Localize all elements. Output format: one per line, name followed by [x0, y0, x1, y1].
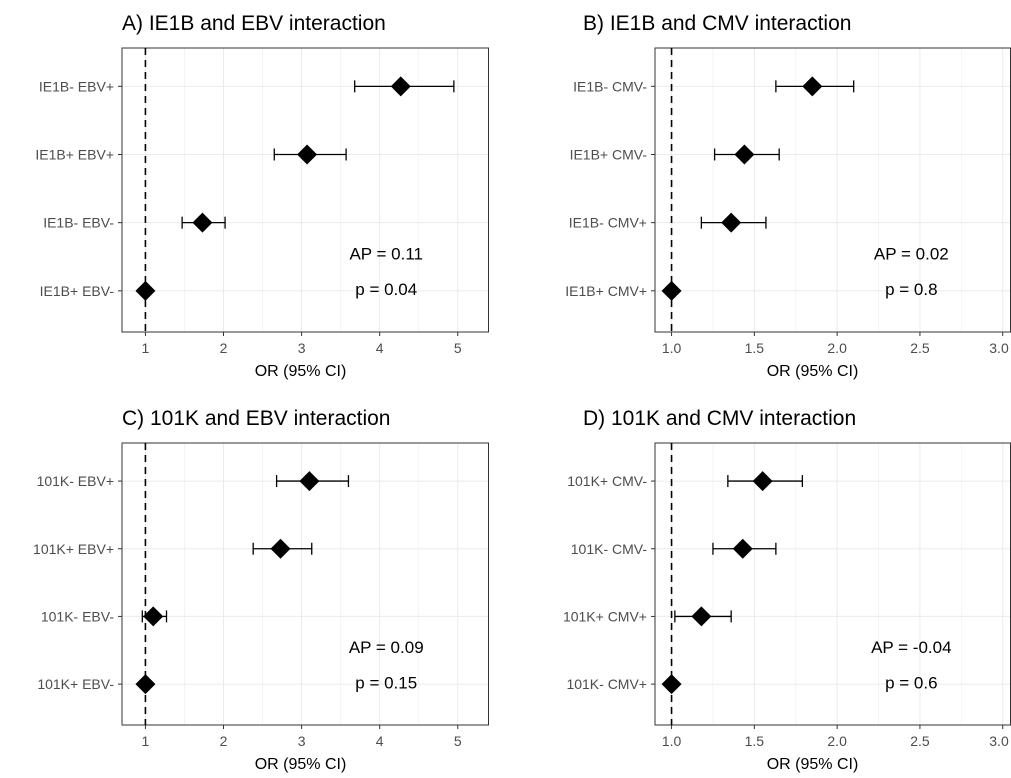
p-value-annotation: p = 0.8	[885, 280, 937, 299]
y-tick-label: 101K+ CMV+	[563, 608, 647, 624]
y-tick-label: IE1B+ EBV+	[35, 147, 114, 163]
panel-border	[654, 442, 1011, 726]
odds-ratio-point	[390, 76, 411, 97]
x-tick-label: 1	[142, 340, 150, 356]
x-tick-label: 4	[376, 733, 384, 749]
x-tick-label: 2	[220, 733, 228, 749]
ap-annotation: AP = 0.02	[874, 245, 949, 264]
x-tick-label: 3.0	[989, 340, 1009, 356]
x-axis-label: OR (95% CI)	[767, 363, 859, 380]
x-tick-label: 2.0	[827, 340, 847, 356]
x-tick-label: 3.0	[989, 733, 1009, 749]
x-tick-label: 1.5	[745, 340, 765, 356]
odds-ratio-point	[661, 280, 682, 301]
y-tick-label: IE1B- EBV+	[39, 78, 114, 94]
panel-border	[121, 442, 489, 726]
x-tick-label: 2	[220, 340, 228, 356]
x-axis-label: OR (95% CI)	[255, 756, 347, 773]
panel-title: C) 101K and EBV interaction	[122, 407, 391, 430]
y-tick-label: IE1B- CMV+	[569, 215, 647, 231]
x-tick-label: 2.0	[827, 733, 847, 749]
panel-2: B) IE1B and CMV interaction 1.0 1.5 2.0 2.5 3…	[565, 12, 1011, 380]
odds-ratio-point	[661, 674, 682, 695]
panel-1: A) IE1B and EBV interaction 1 2 3 4 5 OR (95% …	[35, 12, 489, 380]
x-tick-label: 2.5	[910, 733, 930, 749]
x-axis-label: OR (95% CI)	[767, 756, 859, 773]
y-tick-label: IE1B+ CMV-	[570, 147, 648, 163]
y-tick-label: 101K+ EBV-	[37, 676, 114, 692]
odds-ratio-point	[135, 674, 156, 695]
x-tick-label: 5	[454, 340, 462, 356]
y-tick-label: IE1B- EBV-	[43, 215, 114, 231]
odds-ratio-point	[802, 76, 823, 97]
odds-ratio-point	[192, 212, 213, 233]
odds-ratio-point	[721, 212, 742, 233]
x-tick-label: 4	[376, 340, 384, 356]
panel-title: B) IE1B and CMV interaction	[583, 12, 851, 35]
y-tick-label: 101K- CMV-	[571, 541, 648, 557]
ap-annotation: AP = -0.04	[871, 638, 952, 657]
odds-ratio-point	[297, 144, 318, 165]
panel-4: D) 101K and CMV interaction 1.0 1.5 2.0 2.5 3…	[563, 407, 1011, 773]
odds-ratio-point	[135, 280, 156, 301]
y-tick-label: 101K- CMV+	[566, 676, 647, 692]
odds-ratio-point	[691, 606, 712, 627]
y-tick-label: IE1B+ EBV-	[40, 283, 115, 299]
x-tick-label: 1	[142, 733, 150, 749]
x-tick-label: 2.5	[910, 340, 930, 356]
p-value-annotation: p = 0.6	[885, 673, 937, 692]
odds-ratio-point	[752, 471, 773, 492]
y-tick-label: IE1B- CMV-	[573, 78, 647, 94]
y-tick-label: 101K- EBV+	[37, 473, 114, 489]
p-value-annotation: p = 0.15	[355, 673, 417, 692]
ap-annotation: AP = 0.11	[349, 245, 423, 264]
x-tick-label: 5	[454, 733, 462, 749]
y-tick-label: 101K- EBV-	[41, 608, 114, 624]
odds-ratio-point	[299, 471, 320, 492]
x-tick-label: 1.0	[662, 733, 682, 749]
panel-border	[121, 47, 489, 333]
odds-ratio-point	[734, 144, 755, 165]
odds-ratio-point	[143, 606, 164, 627]
x-tick-label: 3	[298, 733, 306, 749]
y-tick-label: 101K+ CMV-	[567, 473, 647, 489]
panel-border	[654, 47, 1011, 333]
panel-title: A) IE1B and EBV interaction	[122, 12, 386, 35]
y-tick-label: IE1B+ CMV+	[565, 283, 647, 299]
p-value-annotation: p = 0.04	[355, 280, 417, 299]
odds-ratio-point	[732, 538, 753, 559]
ap-annotation: AP = 0.09	[349, 638, 424, 657]
odds-ratio-point	[270, 538, 291, 559]
x-tick-label: 1.5	[745, 733, 765, 749]
panel-3: C) 101K and EBV interaction 1 2 3 4 5 OR (95% …	[33, 407, 489, 773]
y-tick-label: 101K+ EBV+	[33, 541, 114, 557]
x-tick-label: 1.0	[662, 340, 682, 356]
x-axis-label: OR (95% CI)	[255, 363, 347, 380]
x-tick-label: 3	[298, 340, 306, 356]
panel-title: D) 101K and CMV interaction	[583, 407, 856, 430]
